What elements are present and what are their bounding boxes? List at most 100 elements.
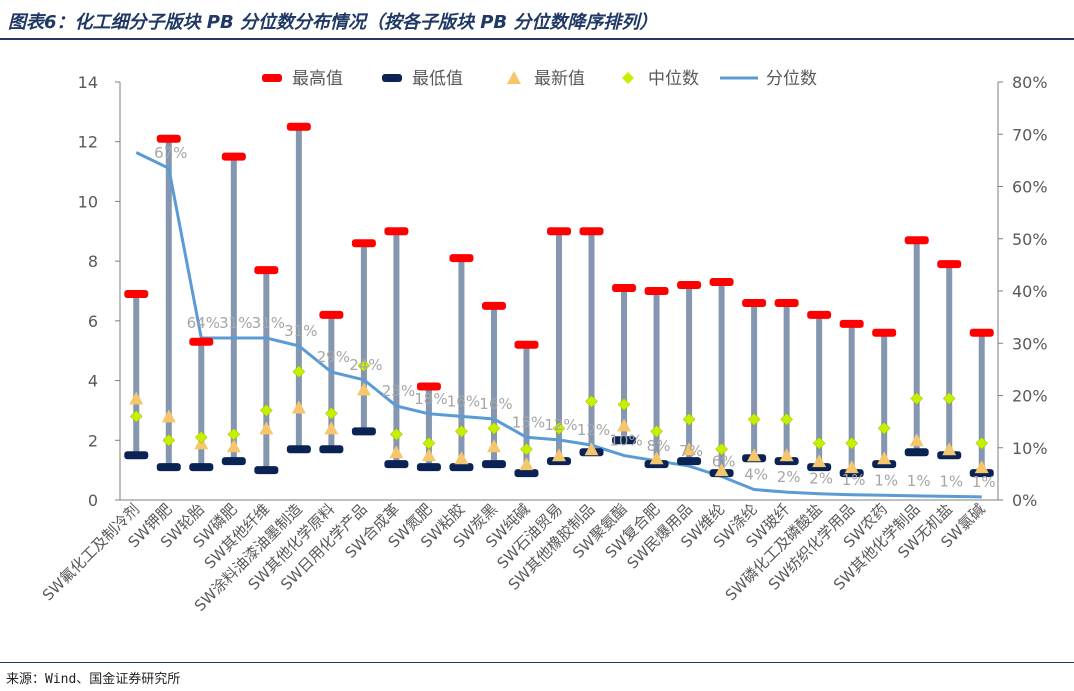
percentile-data-label: 64% (187, 314, 220, 332)
percentile-data-label: 15% (512, 413, 545, 431)
legend-label: 中位数 (648, 69, 699, 89)
max-marker (677, 281, 702, 290)
percentile-data-label: 1% (907, 472, 931, 490)
median-marker (942, 392, 956, 405)
legend-label: 分位数 (766, 69, 817, 89)
y-left-tick-label: 4 (88, 372, 98, 391)
range-bar (133, 293, 140, 456)
min-marker (189, 463, 214, 472)
max-marker (644, 287, 669, 295)
y-right-tick-label: 60% (1012, 178, 1048, 197)
range-bar (718, 282, 725, 474)
max-marker (807, 310, 832, 319)
latest-marker (877, 451, 892, 465)
range-bar (653, 291, 660, 465)
percentile-data-label: 24% (349, 356, 382, 374)
max-marker (579, 227, 604, 236)
median-marker (227, 427, 241, 441)
percentile-data-label: 2% (809, 470, 833, 488)
max-marker (481, 301, 506, 310)
max-marker (124, 289, 149, 298)
pb-percentile-chart: 0 2 4 6 8 10 12 14 0% 10% 20% 30% 40% 50% 60% 70% 80% 67%… (39, 69, 1048, 615)
source-divider (0, 662, 1074, 663)
median-marker (617, 398, 631, 411)
min-marker (124, 451, 149, 460)
max-marker (156, 134, 181, 143)
median-marker (325, 407, 338, 420)
range-bar (360, 243, 367, 432)
max-marker (904, 236, 929, 245)
median-marker (812, 436, 826, 450)
median-marker (520, 442, 533, 456)
max-marker (384, 227, 409, 236)
y-right-tick-label: 30% (1012, 334, 1048, 353)
median-marker (129, 410, 143, 423)
figure-title-bar: 图表6：化工细分子版块 PB 分位数分布情况（按各子版块 PB 分位数降序排列） (0, 0, 1074, 40)
y-right-tick-label: 20% (1012, 387, 1048, 406)
range-bar (295, 126, 302, 450)
min-marker (221, 457, 246, 466)
percentile-data-label: 31% (284, 322, 317, 340)
max-marker (319, 310, 344, 319)
latest-marker (747, 448, 762, 462)
percentile-data-label: 18% (414, 390, 447, 408)
latest-marker (552, 448, 566, 462)
latest-marker (421, 448, 436, 462)
median-marker (715, 442, 728, 456)
median-marker (455, 424, 468, 438)
max-marker (709, 278, 734, 287)
range-bar (198, 341, 205, 468)
latest-marker (714, 463, 729, 477)
range-bar (425, 386, 432, 468)
min-marker (286, 445, 311, 454)
x-category-label: SW氟化工及制冷剂 (39, 500, 143, 604)
latest-marker (584, 442, 599, 456)
min-marker (319, 445, 344, 454)
y-right-tick-label: 40% (1012, 282, 1048, 301)
latest-marker (974, 460, 989, 474)
percentile-data-label: 16% (479, 395, 512, 413)
min-marker (514, 469, 539, 478)
y-right-tick-label: 50% (1012, 230, 1048, 249)
range-bar (783, 302, 790, 462)
y-left-tick-label: 6 (88, 312, 98, 331)
min-marker (904, 448, 929, 457)
percentile-data-label: 7% (679, 442, 703, 460)
median-marker (585, 395, 598, 408)
legend-min-swatch (382, 74, 402, 82)
median-marker (259, 404, 273, 417)
latest-marker (161, 409, 176, 423)
range-bar (523, 344, 530, 474)
legend-label: 最新值 (534, 69, 585, 89)
range-bar (490, 305, 497, 465)
source-note: 来源：Wind、国金证券研究所 (6, 672, 181, 687)
latest-marker (454, 451, 469, 465)
max-marker (286, 122, 311, 131)
percentile-line (135, 151, 982, 499)
y-right-tick-label: 70% (1012, 125, 1048, 144)
range-bar (556, 231, 562, 462)
range-bar (816, 314, 823, 468)
latest-marker (226, 439, 241, 453)
max-marker (969, 328, 994, 337)
max-marker (742, 298, 767, 307)
latest-marker (844, 460, 859, 474)
min-marker (449, 463, 474, 472)
max-marker (514, 340, 539, 349)
max-marker (872, 328, 897, 337)
legend-label: 最高值 (292, 69, 343, 89)
median-marker (877, 421, 891, 435)
latest-marker (649, 451, 664, 465)
max-marker (416, 382, 441, 391)
min-marker (351, 427, 376, 436)
percentile-data-label: 16% (447, 392, 480, 410)
latest-marker (942, 442, 957, 456)
y-left-tick-label: 14 (78, 73, 98, 92)
max-marker (189, 337, 214, 346)
latest-marker (779, 448, 794, 462)
latest-marker (291, 400, 306, 414)
percentile-data-label: 6% (712, 452, 736, 470)
figure-title: 图表6：化工细分子版块 PB 分位数分布情况（按各子版块 PB 分位数降序排列） (8, 12, 658, 33)
latest-marker (389, 445, 404, 459)
range-bar (458, 258, 465, 468)
